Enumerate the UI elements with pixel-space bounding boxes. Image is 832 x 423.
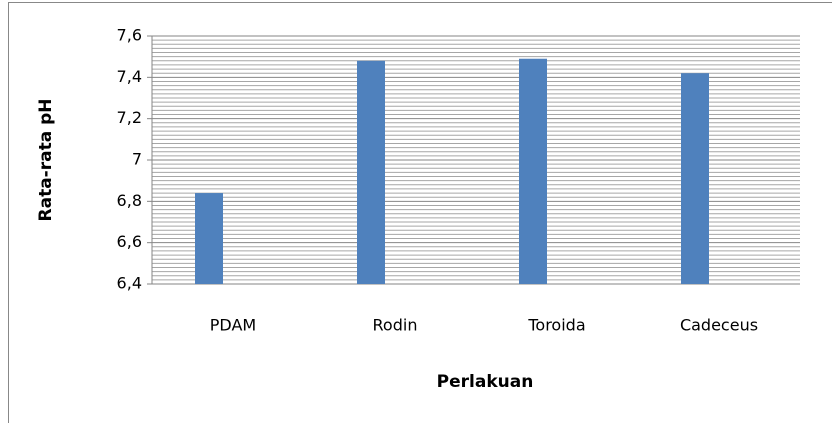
y-tick-label: 6,8 [117,191,142,210]
bar [357,60,385,284]
x-tick-label: Toroida [527,316,585,335]
bar [519,58,547,284]
x-tick-label: Rodin [373,316,418,335]
y-tick-label: 7,6 [117,26,142,45]
x-tick-label: Cadeceus [680,316,758,335]
bar [195,193,223,284]
x-axis-title: Perlakuan [437,372,534,392]
y-tick-label: 7,2 [117,108,142,127]
y-tick-label: 6,4 [117,274,142,293]
y-tick-label: 7 [132,150,142,169]
x-tick-label: PDAM [210,316,256,335]
y-axis-title: Rata-rata pH [36,99,56,222]
y-tick-label: 7,4 [117,67,142,86]
bar [681,73,709,284]
y-tick-label: 6,6 [117,232,142,251]
